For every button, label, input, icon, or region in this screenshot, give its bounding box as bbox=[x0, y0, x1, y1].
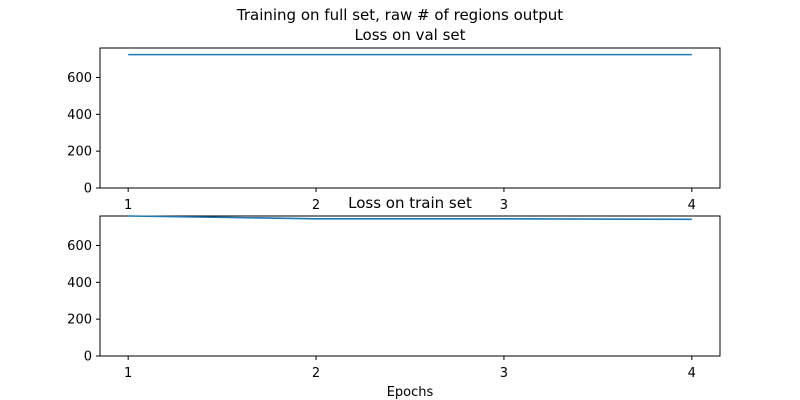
y-tick-label-train: 400 bbox=[67, 276, 92, 291]
x-tick-label-val: 1 bbox=[124, 198, 132, 213]
subplot-val: 0 200 400 600 1 2 3 4 Loss on val set bbox=[67, 26, 721, 213]
y-tick-label-train: 0 bbox=[84, 350, 92, 365]
y-tick-label-train: 600 bbox=[67, 239, 92, 254]
x-tick-label-val: 2 bbox=[312, 198, 320, 213]
x-tick-label-train: 1 bbox=[124, 366, 132, 381]
x-axis-label-train: Epochs bbox=[387, 385, 434, 400]
x-tick-label-val: 3 bbox=[500, 198, 508, 213]
figure-title: Training on full set, raw # of regions o… bbox=[236, 6, 563, 24]
y-tick-label-val: 0 bbox=[84, 182, 92, 197]
y-tick-label-val: 200 bbox=[67, 145, 92, 160]
y-tick-label-val: 600 bbox=[67, 71, 92, 86]
y-tick-label-val: 400 bbox=[67, 108, 92, 123]
subplot-title-train: Loss on train set bbox=[348, 194, 472, 212]
x-tick-label-train: 4 bbox=[688, 366, 696, 381]
plot-frame-train bbox=[99, 215, 721, 357]
subplot-train: Epochs 0 200 400 600 1 2 3 4 Loss on train set bbox=[67, 194, 721, 400]
series-line-train bbox=[128, 215, 692, 221]
x-tick-label-train: 3 bbox=[500, 366, 508, 381]
x-tick-label-val: 4 bbox=[688, 198, 696, 213]
plot-frame-val bbox=[99, 47, 721, 189]
y-tick-label-train: 200 bbox=[67, 313, 92, 328]
x-tick-label-train: 2 bbox=[312, 366, 320, 381]
subplot-title-val: Loss on val set bbox=[354, 26, 465, 44]
